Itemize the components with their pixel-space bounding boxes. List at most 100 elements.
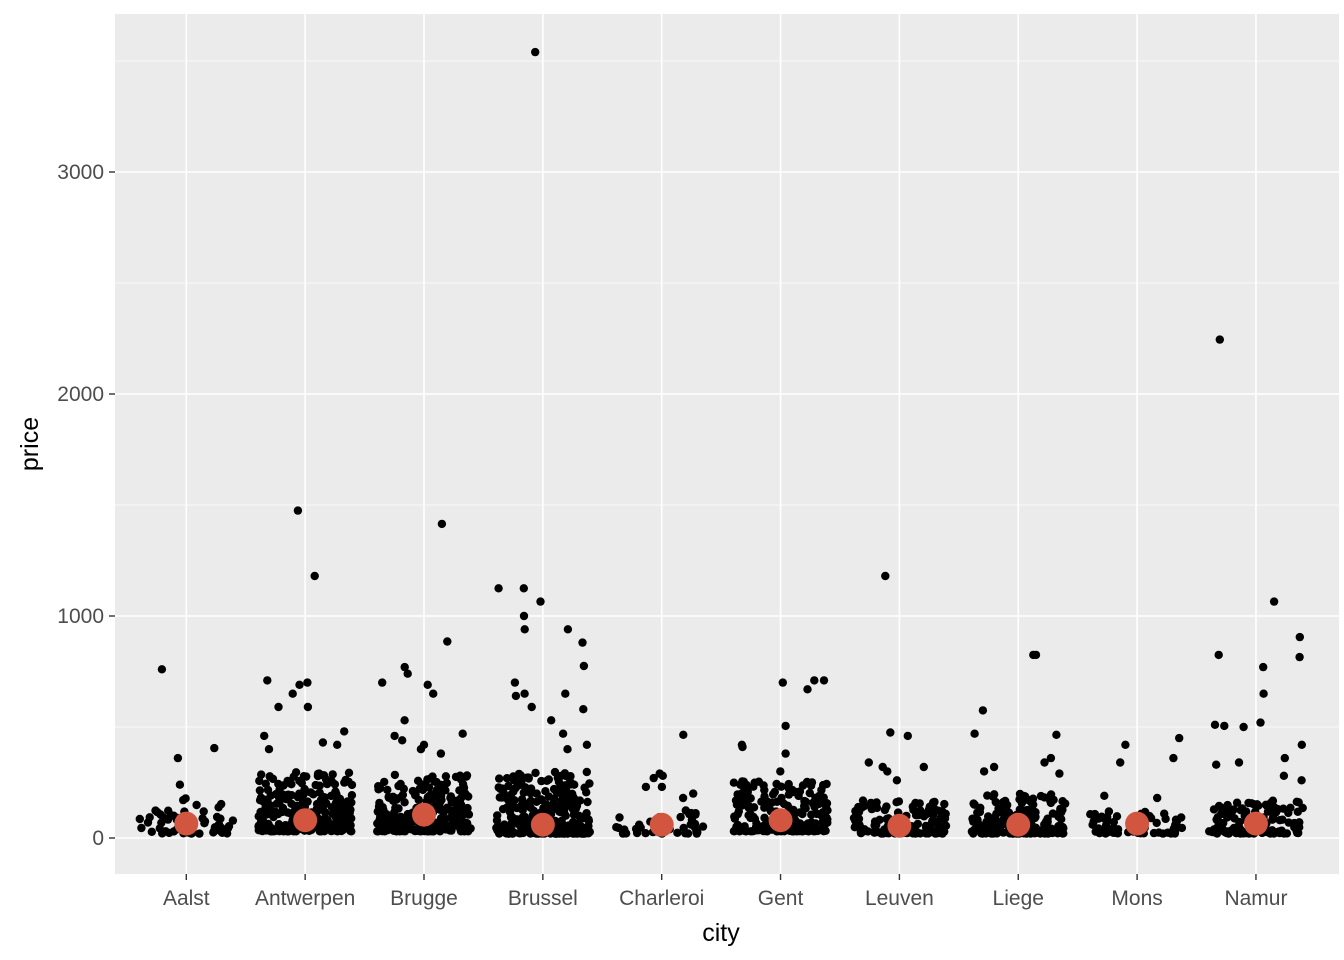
outlier-point	[173, 753, 183, 763]
outlier-point	[1100, 791, 1109, 800]
outlier-point	[303, 678, 312, 687]
data-point	[200, 819, 209, 828]
data-point	[330, 780, 340, 789]
outlier-point	[416, 745, 426, 754]
data-point	[681, 806, 690, 815]
data-point	[911, 811, 921, 820]
data-point	[195, 829, 204, 838]
data-point	[760, 803, 769, 812]
data-point	[698, 822, 708, 831]
data-point	[987, 828, 996, 837]
outlier-point	[519, 611, 529, 621]
outlier-point	[310, 571, 319, 581]
outlier-point	[563, 625, 573, 634]
data-point	[749, 782, 758, 791]
x-axis-title: city	[702, 919, 740, 947]
data-point	[812, 809, 821, 818]
outlier-point	[436, 749, 446, 758]
y-tick-label: 0	[92, 827, 104, 850]
outlier-point	[658, 771, 667, 780]
data-point	[426, 774, 435, 783]
outlier-point	[1220, 721, 1229, 731]
outlier-point	[558, 729, 568, 738]
data-point	[870, 821, 879, 830]
data-point	[320, 808, 330, 817]
data-point	[1054, 812, 1063, 821]
data-point	[1292, 797, 1302, 806]
outlier-point	[210, 743, 219, 753]
data-point	[582, 767, 591, 777]
mean-marker	[530, 812, 555, 837]
data-point	[929, 810, 938, 819]
major-gridlines	[115, 14, 1339, 874]
data-point	[822, 779, 831, 789]
data-point	[328, 770, 337, 779]
data-point	[199, 807, 208, 816]
outlier-point	[458, 729, 467, 738]
data-point	[347, 814, 356, 823]
x-tick-label: Antwerpen	[255, 887, 355, 910]
data-point	[424, 783, 434, 792]
data-point	[1025, 796, 1035, 806]
outlier-point	[1239, 722, 1248, 732]
data-point	[375, 783, 385, 793]
data-point	[347, 780, 357, 790]
data-point	[1247, 799, 1256, 808]
data-point	[1149, 828, 1159, 838]
data-point	[306, 788, 315, 797]
data-point	[504, 781, 513, 791]
data-point	[631, 824, 641, 834]
data-point	[1089, 811, 1099, 820]
outlier-point	[400, 662, 409, 672]
data-point	[514, 781, 523, 790]
outlier-point	[1280, 753, 1290, 763]
data-point	[1030, 813, 1040, 823]
data-point	[1160, 809, 1169, 818]
outlier-point	[288, 689, 297, 698]
outlier-point	[511, 691, 521, 701]
outlier-point	[1040, 758, 1049, 767]
data-point	[1263, 807, 1273, 816]
data-point	[458, 780, 468, 789]
outlier-point	[260, 731, 269, 741]
data-point	[386, 812, 395, 821]
outlier-point	[582, 740, 592, 749]
data-point	[762, 824, 771, 834]
data-point	[412, 826, 421, 835]
data-point	[1113, 829, 1123, 838]
data-point	[1213, 813, 1222, 822]
x-tick-label: Leuven	[865, 887, 934, 910]
outlier-point	[403, 669, 412, 678]
outlier-point	[892, 776, 902, 785]
data-point	[275, 799, 284, 808]
outlier-point	[881, 571, 890, 581]
outlier-point	[970, 729, 979, 738]
y-tick-label: 3000	[57, 161, 104, 184]
data-point	[256, 810, 265, 820]
outlier-point	[1259, 662, 1268, 672]
data-point	[800, 796, 809, 806]
data-point	[772, 797, 782, 806]
x-tick-label: Brussel	[508, 887, 578, 910]
mean-marker	[1006, 812, 1031, 837]
data-point	[526, 829, 535, 838]
outlier-point	[293, 506, 303, 515]
data-point	[574, 811, 584, 820]
data-point	[751, 823, 761, 832]
data-point	[915, 799, 924, 808]
data-point	[521, 783, 530, 792]
data-point	[823, 806, 832, 815]
data-point	[860, 801, 869, 811]
data-point	[254, 826, 263, 835]
data-point	[380, 777, 389, 787]
data-point	[374, 802, 384, 811]
data-point	[340, 778, 349, 787]
y-tick-label: 1000	[57, 605, 104, 628]
outlier-point	[778, 678, 787, 687]
data-point	[435, 805, 444, 814]
outlier-point	[318, 738, 328, 747]
data-point	[498, 823, 508, 832]
data-point	[911, 829, 920, 838]
data-point	[558, 799, 567, 808]
outlier-point	[579, 705, 588, 714]
